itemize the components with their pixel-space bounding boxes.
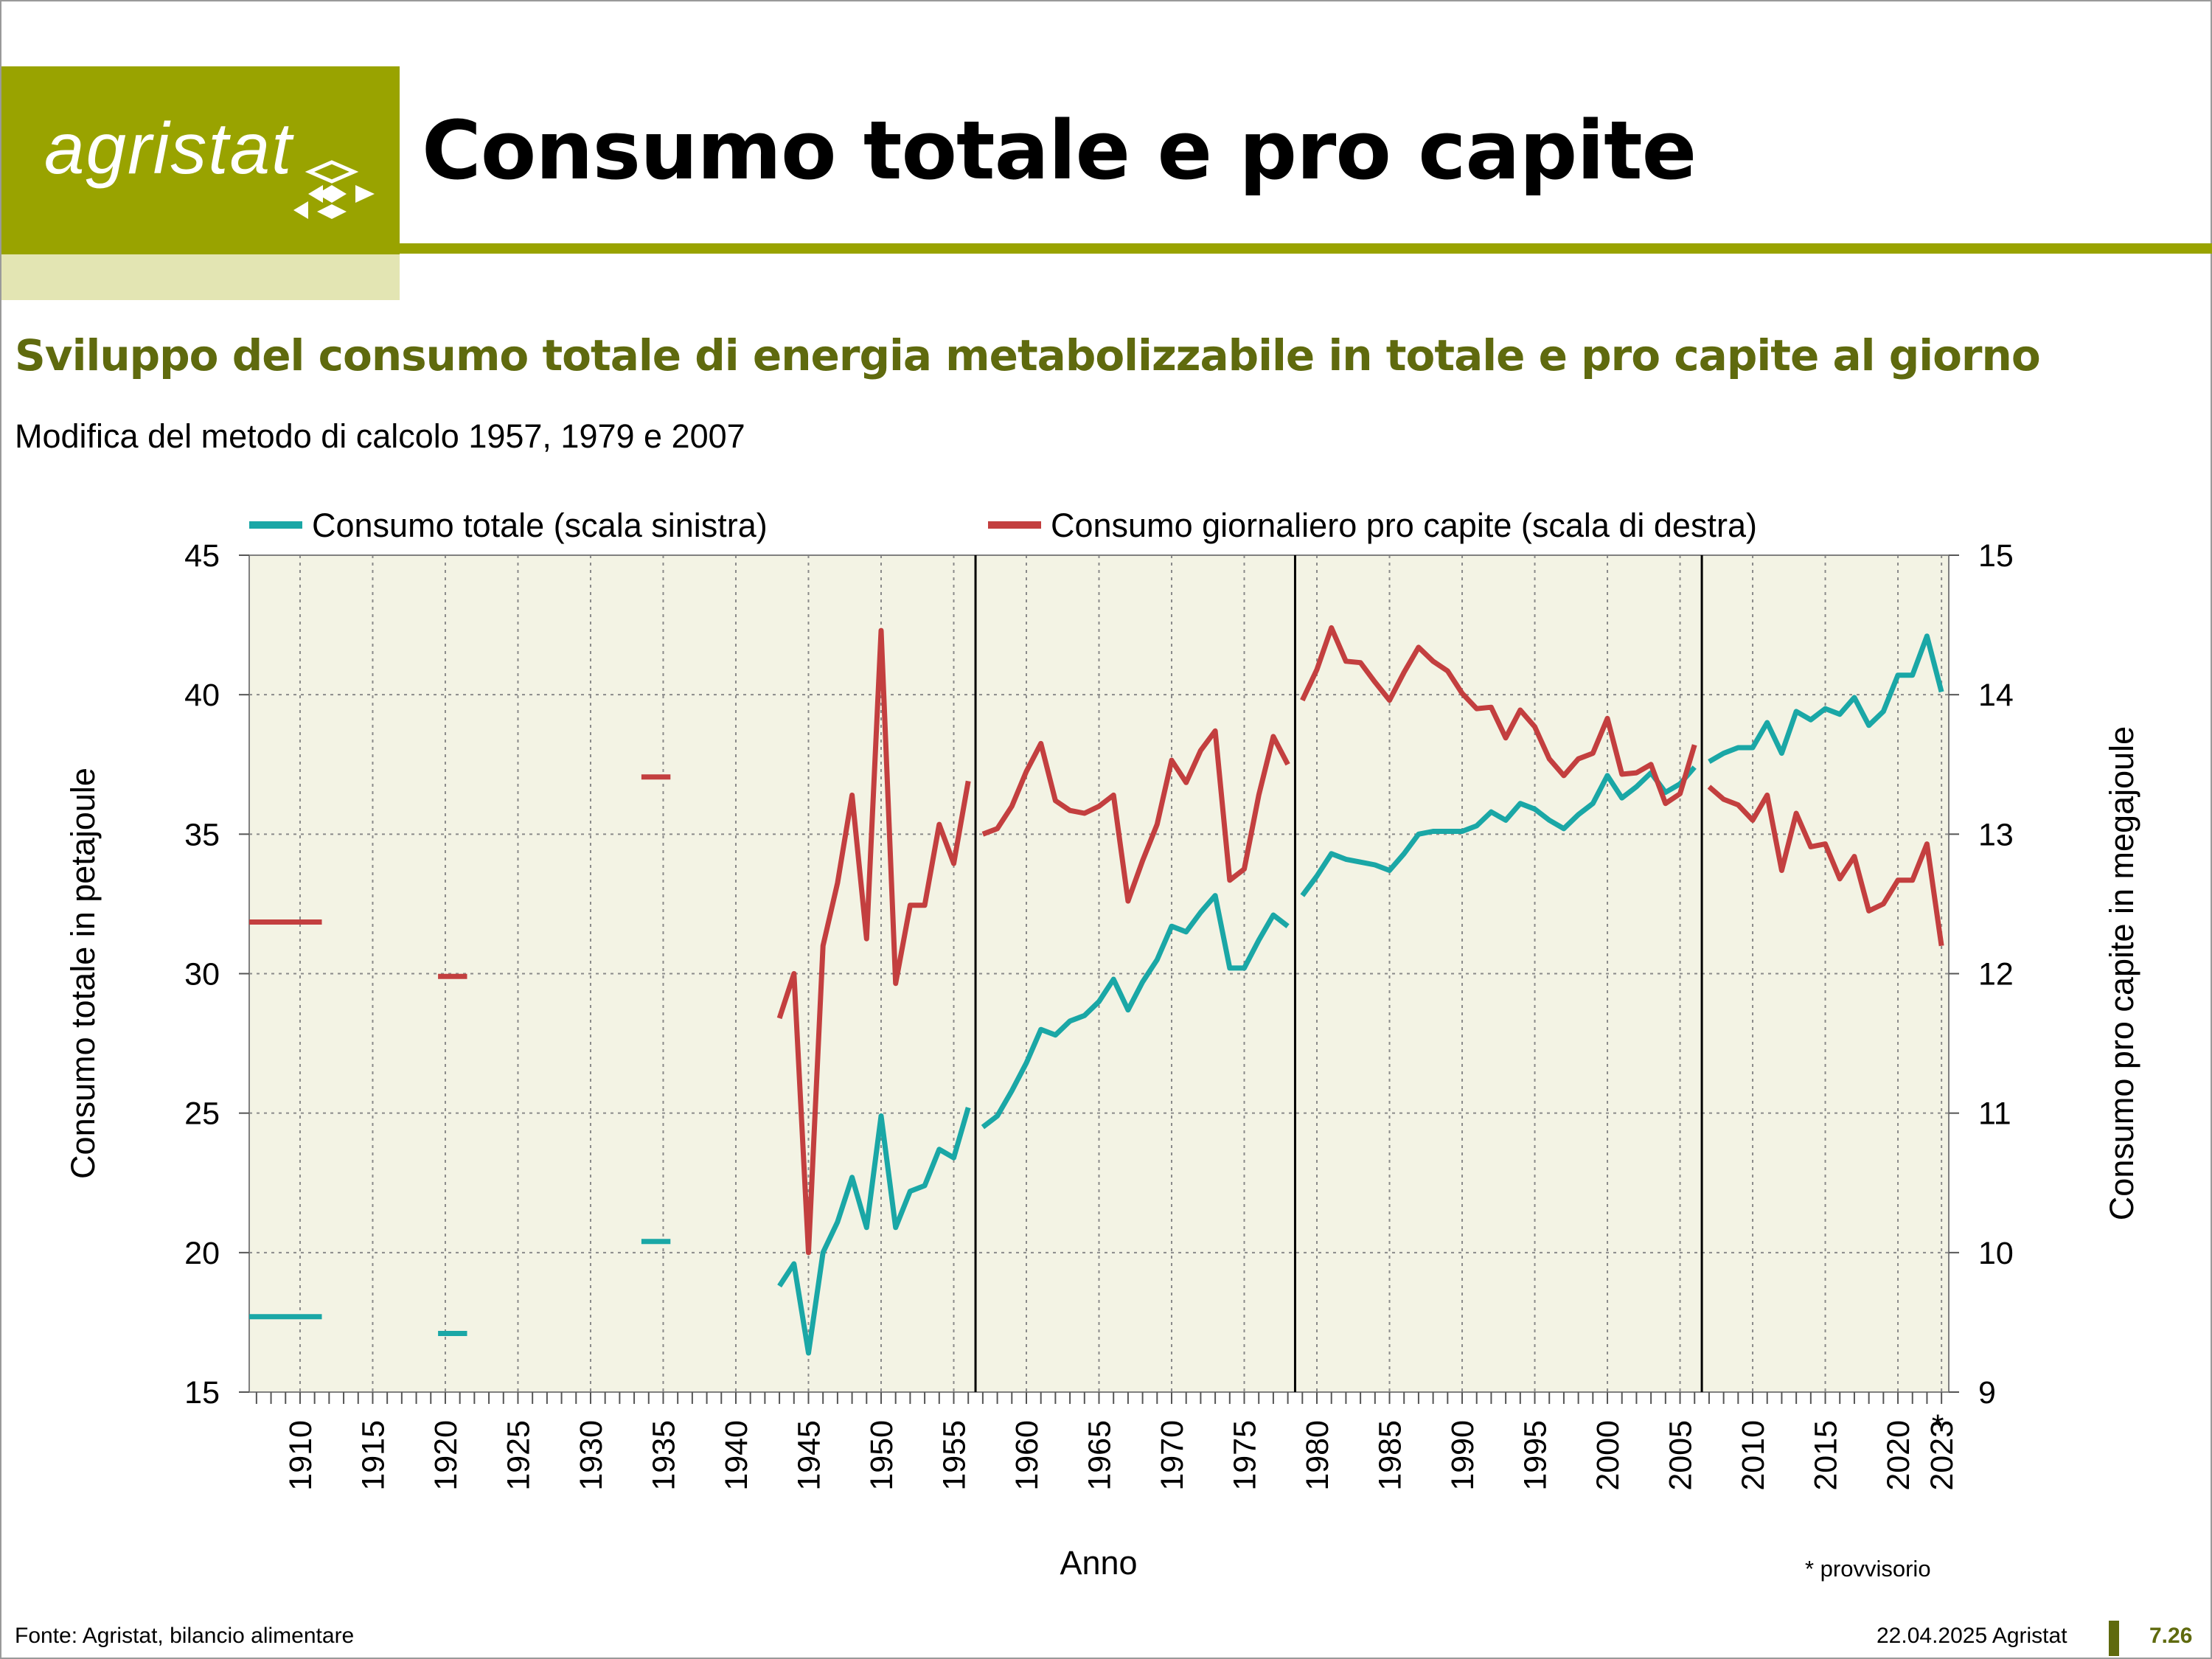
x-tick-label: 1980 xyxy=(1300,1420,1335,1491)
y-left-tick-label: 45 xyxy=(184,538,220,574)
x-tick-label: 1945 xyxy=(791,1420,827,1491)
y-left-tick-label: 25 xyxy=(184,1096,220,1132)
y-right-axis-title: Consumo pro capite in megajoule xyxy=(2103,726,2140,1220)
x-tick-label: 1955 xyxy=(936,1420,972,1491)
footer-date: 22.04.2025 Agristat xyxy=(1877,1624,2067,1648)
series-per-capita-line xyxy=(981,728,1290,904)
logo-underbar xyxy=(1,254,400,300)
x-tick-label: 1970 xyxy=(1155,1420,1190,1491)
agristat-logo-text: agristat xyxy=(44,108,293,189)
x-axis-title: Anno xyxy=(1060,1544,1137,1582)
series-per-capita-line xyxy=(776,627,971,1256)
logo-panel xyxy=(1,66,400,254)
series-per-capita-line xyxy=(1707,785,1944,947)
x-tick-label: 1960 xyxy=(1009,1420,1045,1491)
agristat-logo-icon xyxy=(293,160,375,219)
series-total-line xyxy=(1708,633,1944,765)
x-tick-label: 2015 xyxy=(1809,1420,1844,1491)
x-tick-label: 1990 xyxy=(1445,1420,1481,1491)
x-tick-label: 1930 xyxy=(574,1420,609,1491)
y-right-tick-label: 10 xyxy=(1978,1236,2014,1271)
legend-label-total: Consumo totale (scala sinistra) xyxy=(312,507,768,544)
series-total-line xyxy=(981,893,1290,1130)
x-tick-label: 1985 xyxy=(1373,1420,1408,1491)
y-left-tick-label: 30 xyxy=(184,957,220,992)
x-tick-label: 1935 xyxy=(646,1420,681,1491)
x-tick-label: 2020 xyxy=(1881,1420,1916,1491)
x-tick-label: 1920 xyxy=(428,1420,464,1491)
x-tick-label: 1975 xyxy=(1228,1420,1263,1491)
x-tick-label: 2023 xyxy=(1924,1420,1960,1491)
footer-source: Fonte: Agristat, bilancio alimentare xyxy=(15,1624,355,1648)
y-right-tick-label: 14 xyxy=(1978,678,2014,713)
y-left-tick-label: 20 xyxy=(184,1236,220,1271)
series-per-capita-line xyxy=(1300,625,1697,807)
x-tick-label: 2000 xyxy=(1590,1420,1626,1491)
y-left-tick-label: 40 xyxy=(184,678,220,713)
x-tick-label: 2010 xyxy=(1736,1420,1771,1491)
y-right-tick-label: 11 xyxy=(1978,1096,2011,1132)
x-tick-label: 1950 xyxy=(864,1420,900,1491)
provisional-note: * provvisorio xyxy=(1805,1556,1931,1582)
series-total-line xyxy=(777,1107,971,1356)
y-left-tick-label: 15 xyxy=(184,1375,220,1411)
y-right-tick-label: 12 xyxy=(1978,957,2014,992)
title-rule xyxy=(398,243,2212,254)
chart-subtitle: Sviluppo del consumo totale di energia m… xyxy=(15,330,2041,380)
page-title: Consumo totale e pro capite xyxy=(422,103,1697,198)
x-tick-label: 1925 xyxy=(501,1420,536,1491)
x-tick-label: 1940 xyxy=(719,1420,754,1491)
x-tick-label: 1965 xyxy=(1082,1420,1118,1491)
method-note: Modifica del metodo di calcolo 1957, 197… xyxy=(15,417,745,455)
y-left-tick-label: 35 xyxy=(184,817,220,852)
provisional-marker: * xyxy=(1932,1408,1944,1444)
x-tick-label: 1910 xyxy=(283,1420,319,1491)
y-left-axis-title: Consumo totale in petajoule xyxy=(64,768,102,1179)
y-right-tick-label: 15 xyxy=(1978,538,2014,574)
x-tick-label: 1915 xyxy=(355,1420,391,1491)
page-number: 7.26 xyxy=(2149,1624,2193,1648)
series-total-line xyxy=(1300,765,1697,897)
y-right-tick-label: 9 xyxy=(1978,1375,1996,1411)
y-right-tick-label: 13 xyxy=(1978,817,2014,852)
footer-divider xyxy=(2109,1621,2119,1656)
x-tick-label: 1995 xyxy=(1518,1420,1554,1491)
legend-label-per-capita: Consumo giornaliero pro capite (scala di… xyxy=(1051,507,1757,544)
x-tick-label: 2005 xyxy=(1663,1420,1699,1491)
